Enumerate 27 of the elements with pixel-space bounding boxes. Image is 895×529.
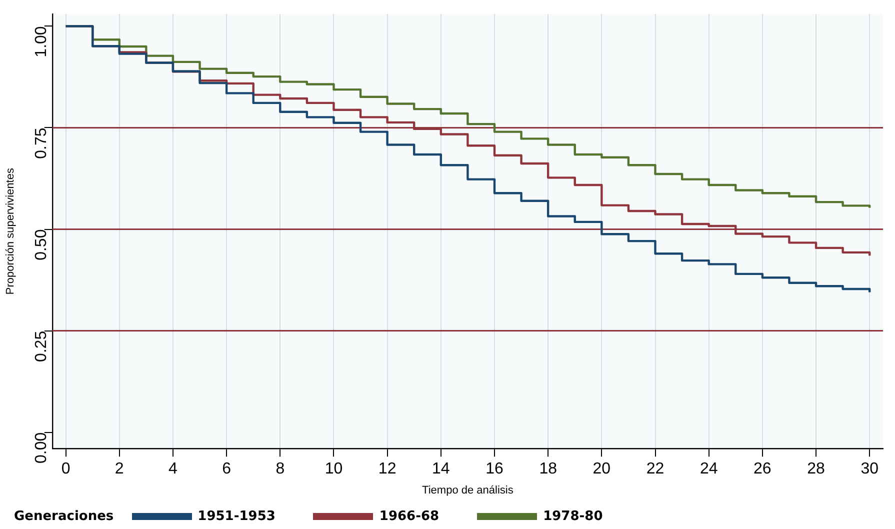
- x-tick-label: 24: [700, 460, 718, 478]
- x-tick-label: 30: [860, 460, 879, 478]
- x-tick-label: 10: [324, 460, 343, 478]
- x-tick-label: 2: [114, 460, 124, 478]
- y-tick-label: 1.00: [32, 26, 50, 58]
- x-tick-label: 8: [276, 460, 285, 478]
- x-tick-label: 26: [754, 460, 772, 478]
- x-axis-title: Tiempo de análisis: [422, 484, 514, 496]
- x-tick-label: 6: [222, 460, 232, 478]
- x-tick-label: 0: [61, 460, 70, 478]
- x-tick-label: 28: [807, 460, 826, 478]
- legend-label: 1951-1953: [198, 508, 276, 524]
- x-tick-label: 12: [378, 460, 396, 478]
- legend-title: Generaciones: [14, 508, 114, 524]
- y-tick-label: 0.75: [32, 128, 50, 159]
- x-tick-label: 20: [592, 460, 611, 478]
- x-tick-label: 16: [486, 460, 504, 478]
- x-tick-label: 4: [168, 460, 178, 478]
- legend-label: 1978-80: [543, 508, 603, 524]
- x-tick-label: 22: [646, 460, 664, 478]
- y-axis-title: Proporción supervivientes: [4, 168, 17, 295]
- legend-label: 1966-68: [379, 508, 440, 524]
- x-tick-label: 18: [539, 460, 558, 478]
- y-tick-label: 0.00: [32, 432, 50, 464]
- y-tick-label: 0.25: [32, 330, 50, 362]
- y-tick-label: 0.50: [32, 229, 50, 260]
- x-tick-label: 14: [432, 460, 450, 478]
